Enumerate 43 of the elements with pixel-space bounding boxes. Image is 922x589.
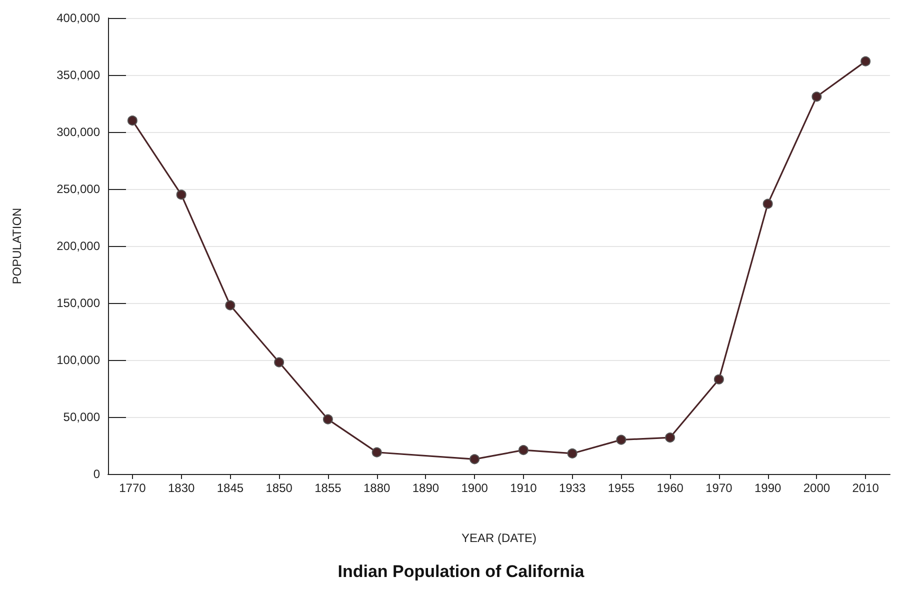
x-tick-label: 1855 [314,481,342,495]
x-tick-label: 1890 [412,481,440,495]
point [518,445,528,456]
point [567,448,578,458]
y-tick-label: 200,000 [56,239,100,253]
y-tick-label: 350,000 [56,68,100,82]
point [322,414,333,424]
point [274,357,284,368]
y-tick-label: 50,000 [63,410,100,424]
x-tick-label: 1910 [510,481,538,495]
y-tick-label: 250,000 [56,182,100,196]
x-tick-label: 1850 [266,481,293,495]
x-axis-title: YEAR (DATE) [461,531,537,545]
x-tick-label: 1845 [216,481,244,495]
point [372,447,382,458]
y-axis-title: POPULATION [10,208,24,284]
x-tick-label: 1990 [754,481,782,495]
point [127,116,138,126]
x-tick-label: 2000 [803,481,830,495]
point [616,434,626,445]
point [714,374,724,384]
point [812,92,822,102]
point [225,300,236,310]
text: Indian Population of California [338,562,585,581]
x-tick-label: 1970 [706,481,733,495]
x-tick-label: 2010 [852,481,880,495]
point [860,56,871,66]
y-tick-label: 150,000 [56,296,100,310]
x-tick-label: 1880 [363,481,390,495]
y-tick-label: 300,000 [56,125,100,139]
x-tick-label: 1955 [608,481,635,495]
x-tick-label: 1900 [461,481,488,495]
point [762,198,773,209]
point [470,454,480,464]
x-tick-label: 1830 [168,481,195,495]
point [665,432,676,443]
y-tick-label: 0 [93,467,100,481]
point [176,190,186,200]
x-tick-label: 1770 [119,481,146,495]
y-tick-label: 100,000 [56,353,100,367]
x-tick-label: 1933 [558,481,586,495]
y-tick-label: 400,000 [56,11,100,25]
x-tick-label: 1960 [656,481,684,495]
